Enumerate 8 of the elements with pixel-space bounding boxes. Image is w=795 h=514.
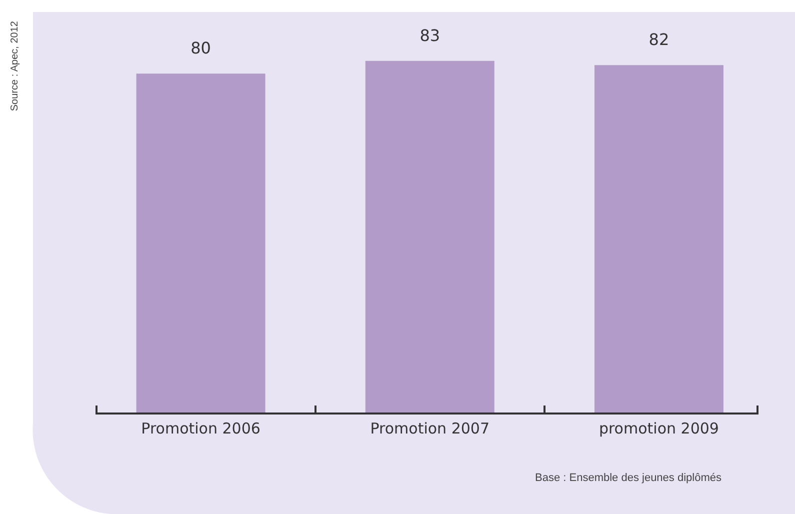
x-tick-label: Promotion 2007 [370,420,490,438]
x-tick-label: Promotion 2006 [141,420,260,438]
source-note: Source : Apec, 2012 [10,20,20,112]
text: Base : Ensemble des jeunes diplômés [535,472,722,484]
data-label: 82 [648,30,670,50]
data-label: 83 [420,26,440,45]
x-tick-label: promotion 2009 [598,420,719,438]
data-label: 80 [190,38,211,58]
